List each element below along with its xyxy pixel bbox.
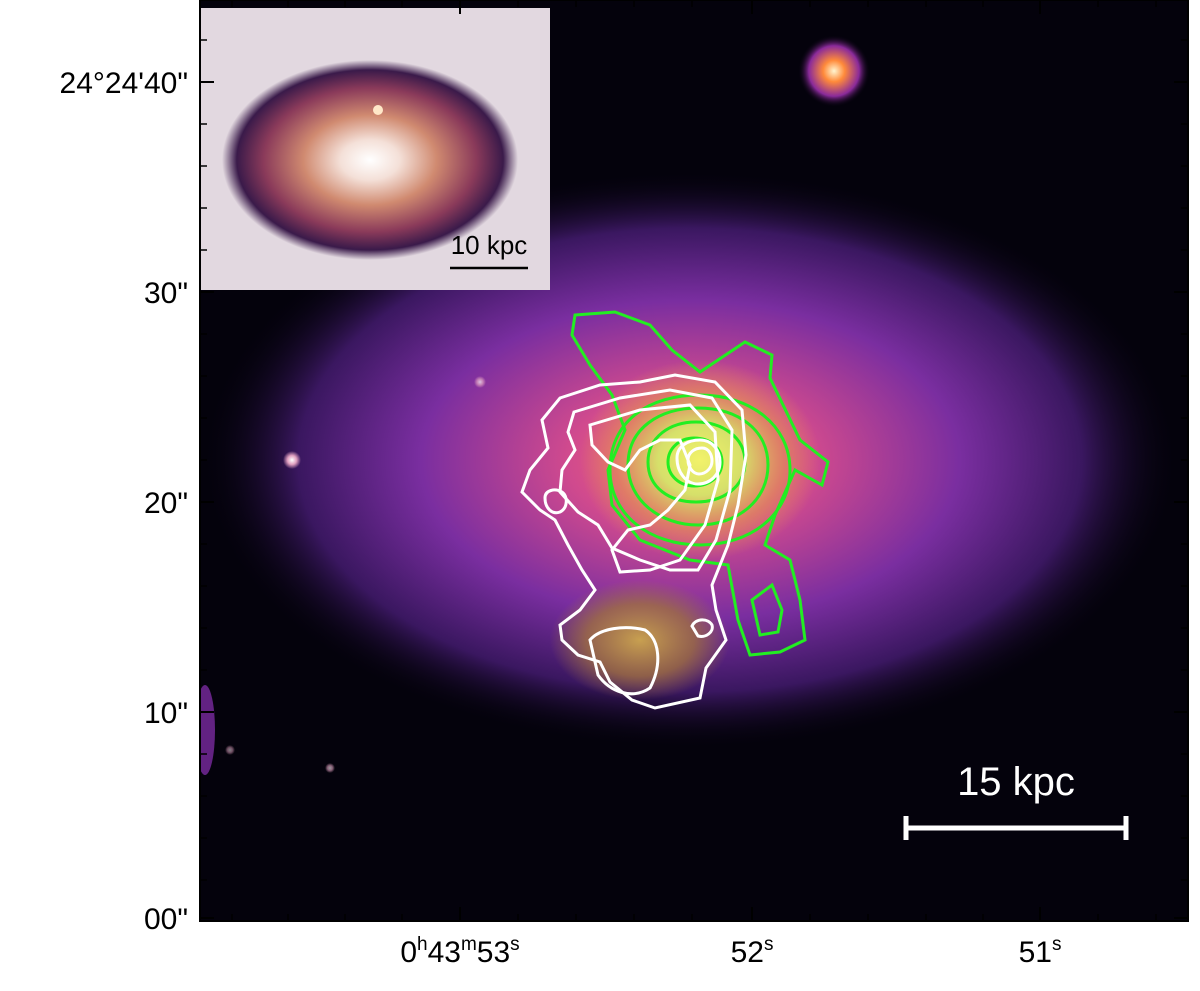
point-source	[474, 376, 486, 388]
minor-tick-marks	[200, 0, 1188, 921]
ra-tick-label: 0h43m53s	[400, 934, 519, 969]
inset-scale-label: 10 kpc	[451, 230, 528, 260]
bright-star	[798, 35, 870, 107]
dec-tick-label: 24°24'40"	[60, 67, 188, 100]
sky-image: 10 kpc 15 kpc	[200, 0, 1188, 921]
dec-tick-label: 00"	[144, 903, 188, 936]
inset-galaxy	[222, 60, 518, 260]
ra-tick-label: 52s	[731, 934, 774, 969]
inset-star	[373, 105, 383, 115]
point-source	[225, 745, 235, 755]
southern-emission	[550, 580, 730, 700]
point-source	[283, 451, 301, 469]
point-source	[325, 763, 335, 773]
inset-panel: 10 kpc	[200, 8, 550, 290]
dec-tick-label: 10"	[144, 697, 188, 730]
white-contours	[520, 373, 748, 710]
scale-bar	[903, 816, 1129, 840]
scale-bar-label: 15 kpc	[957, 760, 1075, 804]
tick-marks	[200, 0, 1188, 921]
dec-tick-label: 20"	[144, 487, 188, 520]
dec-tick-label: 30"	[144, 277, 188, 310]
ra-tick-label: 51s	[1019, 934, 1062, 969]
edge-object	[200, 685, 215, 775]
